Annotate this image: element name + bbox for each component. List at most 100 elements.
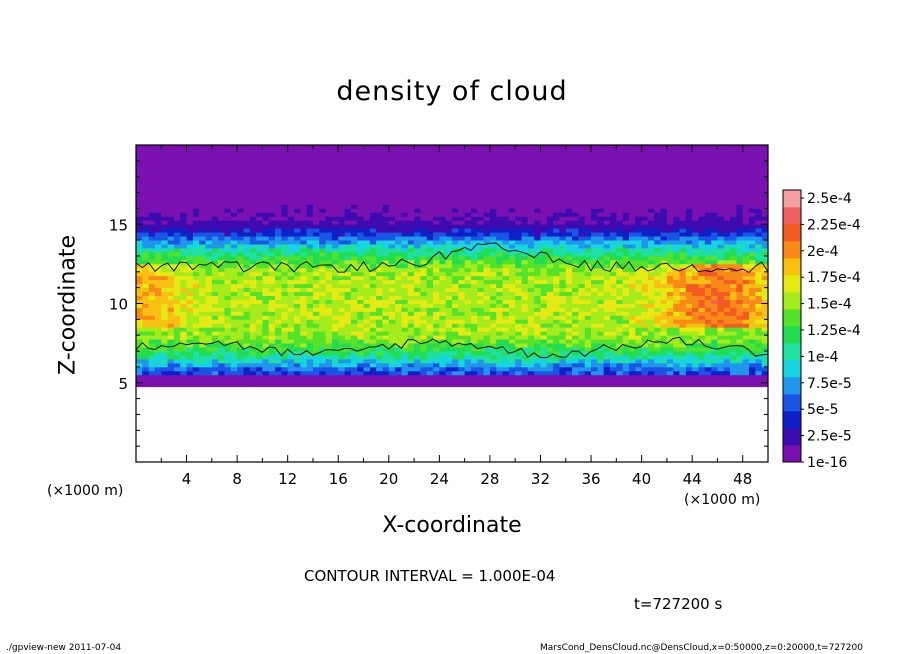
heatmap-cell xyxy=(369,172,377,178)
heatmap-cell xyxy=(584,327,592,332)
heatmap-cell xyxy=(148,299,156,304)
heatmap-cell xyxy=(452,382,459,388)
heatmap-cell xyxy=(407,271,415,277)
heatmap-cell xyxy=(357,224,364,229)
heatmap-cell xyxy=(243,220,251,225)
heatmap-cell xyxy=(306,362,314,368)
heatmap-cell xyxy=(192,232,200,237)
heatmap-cell xyxy=(521,232,529,237)
heatmap-cell xyxy=(199,382,206,388)
heatmap-cell xyxy=(357,303,364,308)
heatmap-cell xyxy=(199,267,206,273)
heatmap-cell xyxy=(154,216,162,221)
heatmap-cell xyxy=(211,204,219,209)
heatmap-cell xyxy=(211,168,219,174)
heatmap-cell xyxy=(445,259,453,265)
heatmap-cell xyxy=(420,240,428,245)
heatmap-cell xyxy=(452,358,459,364)
heatmap-cell xyxy=(597,366,605,372)
heatmap-cell xyxy=(173,196,181,201)
heatmap-cell xyxy=(401,351,409,356)
heatmap-cell xyxy=(211,251,219,257)
heatmap-cell xyxy=(363,370,371,376)
heatmap-cell xyxy=(142,204,150,209)
heatmap-cell xyxy=(186,319,194,324)
heatmap-cell xyxy=(205,196,213,201)
heatmap-cell xyxy=(591,220,598,225)
heatmap-cell xyxy=(218,208,225,213)
heatmap-cell xyxy=(553,248,560,253)
heatmap-cell xyxy=(344,362,352,368)
heatmap-cell xyxy=(186,216,194,221)
heatmap-cell xyxy=(515,315,522,320)
heatmap-cell xyxy=(439,220,447,225)
heatmap-cell xyxy=(218,283,225,289)
heatmap-cell xyxy=(312,200,320,205)
heatmap-cell xyxy=(186,283,194,289)
heatmap-cell xyxy=(243,145,251,150)
heatmap-cell xyxy=(161,319,168,324)
heatmap-cell xyxy=(546,156,554,162)
heatmap-cell xyxy=(287,220,295,225)
heatmap-cell xyxy=(578,347,586,352)
heatmap-cell xyxy=(287,160,295,166)
heatmap-cell xyxy=(641,347,649,352)
heatmap-cell xyxy=(420,287,428,293)
heatmap-cell xyxy=(350,307,358,312)
heatmap-cell xyxy=(641,370,649,376)
heatmap-cell xyxy=(224,327,232,332)
heatmap-cell xyxy=(508,248,516,253)
heatmap-cell xyxy=(508,267,516,273)
heatmap-cell xyxy=(395,339,402,344)
heatmap-cell xyxy=(350,244,358,249)
heatmap-cell xyxy=(597,244,605,249)
heatmap-cell xyxy=(414,188,421,193)
heatmap-cell xyxy=(357,351,364,356)
heatmap-cell xyxy=(553,216,560,221)
heatmap-cell xyxy=(439,200,447,205)
heatmap-cell xyxy=(154,275,162,281)
heatmap-cell xyxy=(647,259,655,265)
heatmap-cell xyxy=(603,228,611,233)
heatmap-cell xyxy=(572,358,579,364)
heatmap-cell xyxy=(452,366,459,372)
heatmap-cell xyxy=(420,339,428,344)
heatmap-cell xyxy=(439,307,447,312)
heatmap-cell xyxy=(186,224,194,229)
heatmap-cell xyxy=(192,224,200,229)
heatmap-cell xyxy=(420,244,428,249)
heatmap-cell xyxy=(458,184,466,189)
heatmap-cell xyxy=(331,303,339,308)
heatmap-cell xyxy=(338,232,345,237)
heatmap-cell xyxy=(331,148,339,154)
heatmap-cell xyxy=(142,240,150,245)
heatmap-cell xyxy=(534,355,541,360)
heatmap-cell xyxy=(256,378,263,384)
heatmap-cell xyxy=(376,331,383,336)
heatmap-cell xyxy=(192,382,200,388)
heatmap-cell xyxy=(154,331,162,336)
heatmap-cell xyxy=(142,335,150,340)
heatmap-cell xyxy=(281,362,289,368)
heatmap-cell xyxy=(142,212,150,217)
heatmap-cell xyxy=(572,315,579,320)
heatmap-cell xyxy=(262,216,270,221)
heatmap-cell xyxy=(540,176,548,182)
heatmap-cell xyxy=(426,251,434,257)
heatmap-cell xyxy=(603,172,611,178)
heatmap-cell xyxy=(167,370,175,376)
heatmap-cell xyxy=(553,251,560,257)
heatmap-cell xyxy=(363,347,371,352)
heatmap-cell xyxy=(496,164,503,170)
heatmap-cell xyxy=(439,196,447,201)
heatmap-cell xyxy=(401,355,409,360)
heatmap-cell xyxy=(344,208,352,213)
heatmap-cell xyxy=(205,283,213,289)
heatmap-cell xyxy=(281,358,289,364)
heatmap-cell xyxy=(527,267,535,273)
heatmap-cell xyxy=(407,216,415,221)
heatmap-cell xyxy=(553,279,560,285)
heatmap-cell xyxy=(458,176,466,182)
heatmap-cell xyxy=(199,200,206,205)
heatmap-cell xyxy=(464,347,472,352)
